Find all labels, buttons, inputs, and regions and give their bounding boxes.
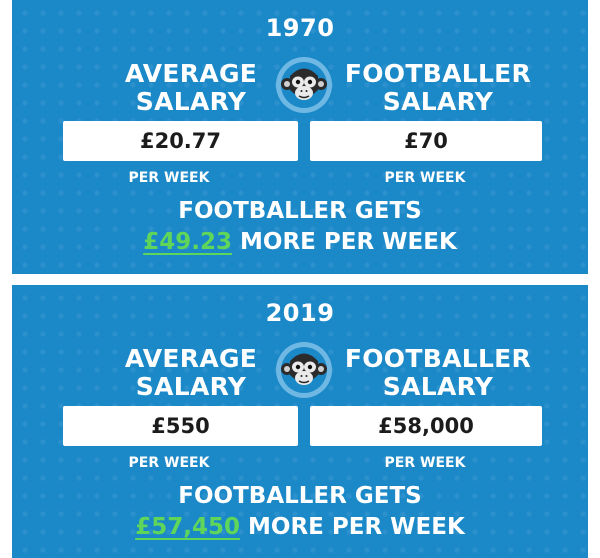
footballer-salary-label: FOOTBALLER SALARY — [330, 345, 546, 401]
average-label-line1: AVERAGE — [124, 59, 258, 88]
footballer-label-line2: SALARY — [382, 372, 494, 401]
footballer-label-line2: SALARY — [382, 87, 494, 116]
average-salary-value: £20.77 — [63, 121, 298, 161]
average-label-line2: SALARY — [135, 87, 247, 116]
more-per-week-text: MORE PER WEEK — [240, 229, 457, 255]
panel-1970: 1970 AVERAGE SALARY FOOTBALLER SALARY £2… — [12, 0, 588, 274]
per-week-right: PER WEEK — [384, 170, 466, 186]
footballer-label-line1: FOOTBALLER — [344, 344, 532, 373]
average-label-line2: SALARY — [135, 372, 247, 401]
difference-line: £57,450 MORE PER WEEK — [12, 514, 588, 540]
average-salary-label: AVERAGE SALARY — [96, 60, 286, 116]
year-heading: 1970 — [265, 14, 335, 42]
average-label-line1: AVERAGE — [124, 344, 258, 373]
difference-value: £49.23 — [143, 229, 232, 255]
panel-2019: 2019 AVERAGE SALARY FOOTBALLER SALARY £5… — [12, 285, 588, 558]
footballer-salary-value: £70 — [310, 121, 542, 161]
monkey-face-icon — [276, 342, 332, 398]
monkey-face-icon — [276, 57, 332, 113]
difference-line: £49.23 MORE PER WEEK — [12, 229, 588, 255]
footballer-gets-text: FOOTBALLER GETS — [178, 483, 422, 509]
more-per-week-text: MORE PER WEEK — [248, 514, 465, 540]
footballer-salary-value: £58,000 — [310, 406, 542, 446]
average-salary-value: £550 — [63, 406, 298, 446]
average-salary-label: AVERAGE SALARY — [96, 345, 286, 401]
footballer-gets-text: FOOTBALLER GETS — [178, 198, 422, 224]
per-week-left: PER WEEK — [128, 170, 210, 186]
per-week-left: PER WEEK — [128, 455, 210, 471]
difference-value: £57,450 — [135, 514, 240, 540]
footballer-salary-label: FOOTBALLER SALARY — [330, 60, 546, 116]
year-heading: 2019 — [265, 299, 335, 327]
footballer-label-line1: FOOTBALLER — [344, 59, 532, 88]
per-week-right: PER WEEK — [384, 455, 466, 471]
